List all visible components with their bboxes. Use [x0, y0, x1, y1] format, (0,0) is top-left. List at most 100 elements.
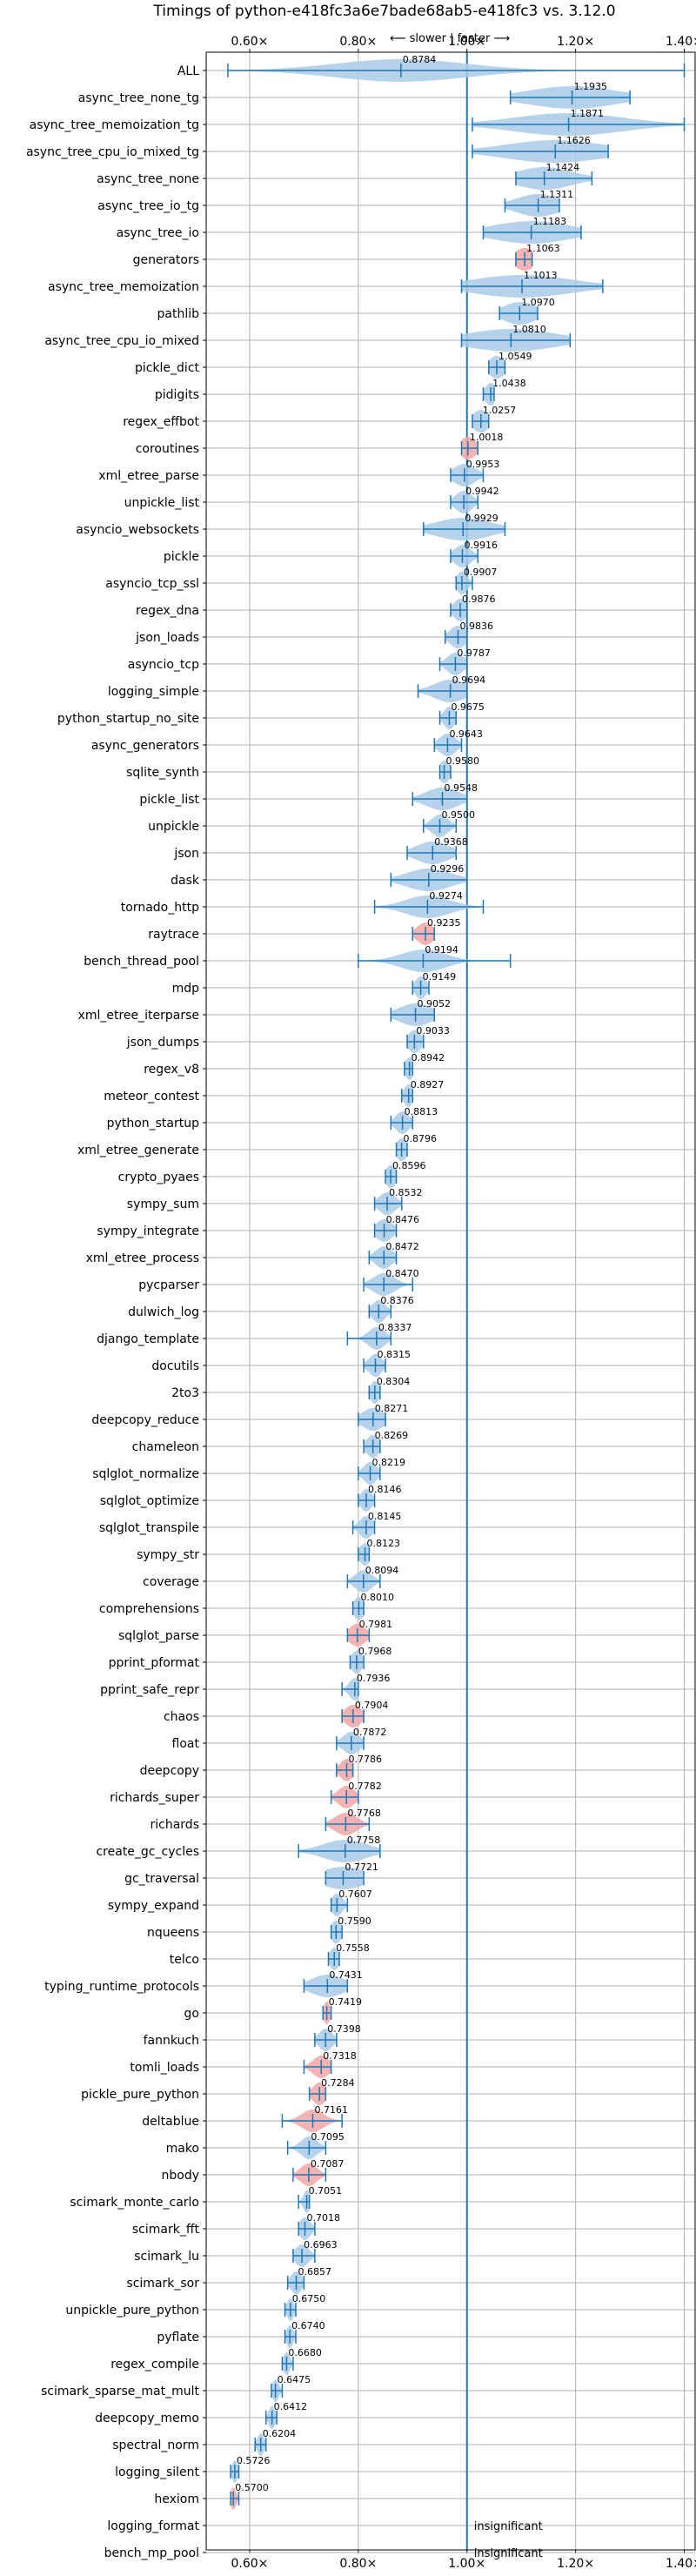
mean-value-label: 1.1183	[533, 216, 567, 227]
mean-value-label: 1.1311	[540, 189, 574, 200]
benchmark-label: json	[173, 847, 199, 861]
benchmark-label: hexiom	[154, 2492, 199, 2506]
mean-value-label: 0.9916	[464, 540, 498, 551]
mean-value-label: 0.6475	[278, 2374, 311, 2385]
mean-value-label: 0.8532	[389, 1187, 423, 1198]
mean-value-label: 0.9296	[431, 863, 465, 875]
mean-value-label: 0.9929	[465, 513, 499, 524]
benchmark-label: xml_etree_iterparse	[78, 1009, 199, 1023]
plot-frame	[205, 51, 696, 2551]
mean-value-label: 0.9274	[429, 890, 463, 902]
benchmark-label: pickle_dict	[135, 361, 200, 375]
mean-value-label: 0.8094	[365, 1565, 399, 1576]
benchmark-label: async_tree_io_tg	[97, 199, 199, 213]
x-tick-label-top: 1.00×	[448, 35, 485, 49]
benchmark-label: pickle_list	[139, 793, 199, 807]
mean-value-label: 0.6412	[274, 2401, 308, 2412]
benchmark-label: scimark_sparse_mat_mult	[41, 2385, 199, 2398]
benchmark-label: sqlglot_optimize	[100, 1494, 199, 1508]
mean-value-label: 0.7431	[329, 1969, 363, 1981]
mean-value-label: 0.9580	[446, 755, 480, 767]
x-tick-label-bottom: 0.60×	[231, 2557, 269, 2571]
mean-value-label: 0.9235	[427, 917, 461, 929]
violin-layer	[227, 59, 686, 2510]
mean-value-label: 0.6857	[298, 2266, 331, 2277]
benchmark-label: tomli_loads	[130, 2061, 199, 2075]
benchmark-label: json_dumps	[126, 1036, 199, 1050]
benchmark-label: asyncio_tcp	[128, 658, 199, 672]
mean-value-label: 0.9675	[451, 701, 485, 713]
chart-title: Timings of python-e418fc3a6e7bade68ab5-e…	[152, 3, 615, 20]
benchmark-label: scimark_fft	[132, 2223, 200, 2237]
benchmark-label: pathlib	[157, 307, 200, 321]
mean-value-label: 0.7051	[309, 2185, 343, 2197]
benchmark-label: async_tree_io	[117, 226, 199, 240]
direction-annotation: ⟵ slower | faster ⟶	[390, 32, 510, 45]
benchmark-label: sympy_sum	[127, 1197, 199, 1211]
benchmark-label: deepcopy_memo	[95, 2412, 199, 2425]
benchmark-label: sqlglot_normalize	[92, 1467, 199, 1481]
x-tick-label-bottom: 1.40×	[666, 2557, 696, 2571]
mean-value-label: 0.7936	[357, 1673, 391, 1684]
mean-value-label: 0.8470	[385, 1268, 419, 1279]
benchmark-label: async_tree_none	[97, 172, 199, 186]
mean-value-label: 0.8596	[392, 1160, 426, 1171]
benchmark-label: asyncio_tcp_ssl	[105, 577, 199, 591]
mean-value-label: 0.8927	[411, 1079, 445, 1090]
mean-value-label: 0.9876	[462, 594, 496, 605]
benchmark-label: comprehensions	[99, 1602, 199, 1616]
mean-value-label: 0.8010	[360, 1592, 394, 1603]
benchmark-label: json_loads	[135, 631, 199, 645]
benchmark-label: bench_mp_pool	[104, 2546, 199, 2560]
mean-value-label: 0.9836	[459, 621, 493, 632]
mean-value-label: 0.9052	[418, 998, 452, 1010]
mean-value-label: 0.6750	[292, 2293, 326, 2304]
mean-value-label: 0.5700	[235, 2482, 269, 2493]
mean-value-label: 0.7087	[311, 2158, 345, 2170]
benchmark-label: meteor_contest	[104, 1090, 199, 1104]
benchmark-label: pprint_safe_repr	[100, 1683, 199, 1697]
mean-value-label: 0.7768	[347, 1808, 381, 1819]
benchmark-label: sympy_str	[137, 1548, 199, 1562]
mean-value-label: 0.9942	[465, 486, 499, 497]
benchmark-label: scimark_monte_carlo	[70, 2196, 199, 2210]
benchmark-label: deltablue	[142, 2115, 199, 2129]
mean-value-label: 0.9149	[423, 971, 457, 983]
mean-value-label: 0.8146	[368, 1484, 402, 1495]
benchmark-label: async_tree_cpu_io_mixed	[44, 334, 199, 348]
mean-value-label: 0.6740	[291, 2320, 325, 2331]
benchmark-label: pidigits	[155, 388, 199, 402]
mean-value-label: 0.6204	[263, 2428, 297, 2439]
benchmark-label: async_generators	[91, 739, 199, 753]
mean-value-label: 0.9694	[452, 674, 486, 686]
benchmark-label: mako	[166, 2142, 199, 2156]
benchmark-label: sqlglot_parse	[118, 1629, 199, 1643]
mean-value-label: 0.9194	[425, 944, 458, 956]
benchmark-label: async_tree_none_tg	[78, 91, 199, 105]
mean-value-label: 0.8472	[385, 1241, 419, 1252]
mean-value-label: 0.7968	[358, 1646, 392, 1657]
benchmark-label: regex_v8	[144, 1063, 199, 1077]
benchmark-label: coroutines	[136, 442, 199, 456]
benchmark-label: telco	[170, 1953, 199, 1967]
x-tick-label-top: 0.80×	[339, 35, 377, 49]
mean-value-label: 0.9787	[457, 647, 491, 659]
benchmark-label: async_tree_cpu_io_mixed_tg	[26, 145, 199, 159]
benchmark-label: generators	[133, 253, 199, 267]
mean-value-label: 0.9500	[442, 809, 476, 821]
benchmark-label: chaos	[164, 1710, 199, 1724]
mean-value-label: 0.9033	[416, 1025, 450, 1036]
benchmark-label: unpickle_list	[124, 496, 200, 510]
benchmark-label: regex_compile	[110, 2358, 199, 2371]
mean-value-label: 1.0438	[492, 378, 526, 389]
mean-value-label: 0.8145	[368, 1511, 402, 1522]
benchmark-label: ALL	[177, 64, 199, 78]
benchmark-label: async_tree_memoization	[48, 280, 199, 294]
benchmark-label: scimark_sor	[126, 2277, 199, 2291]
benchmark-label: logging_simple	[108, 685, 199, 699]
mean-value-label: 1.0549	[499, 351, 532, 362]
benchmark-label: nbody	[162, 2169, 200, 2183]
mean-value-label: 1.1424	[546, 162, 580, 173]
mean-value-label: 1.0018	[470, 432, 504, 443]
